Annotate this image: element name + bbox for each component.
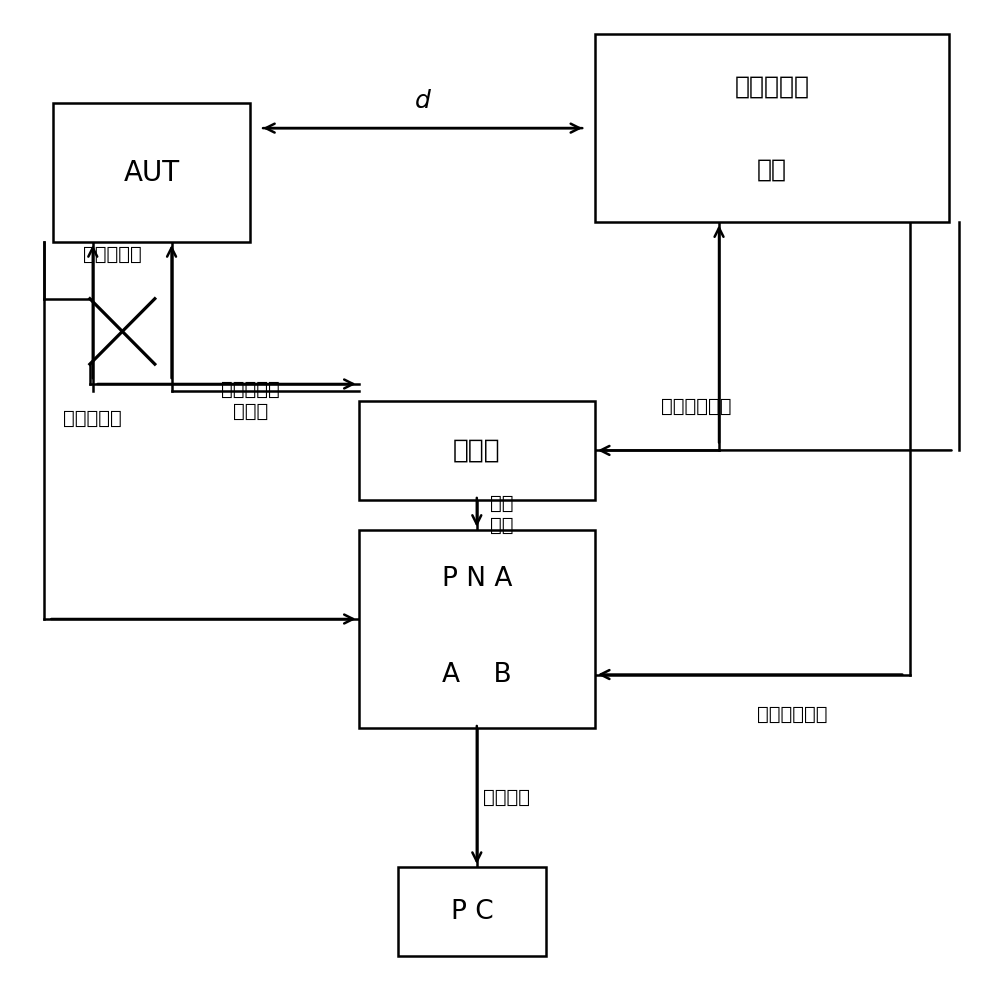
FancyBboxPatch shape (358, 401, 595, 500)
Text: P C: P C (451, 899, 494, 925)
Text: 控制器: 控制器 (453, 437, 500, 463)
Text: 近场扫描架: 近场扫描架 (735, 75, 809, 99)
Text: A    B: A B (442, 662, 511, 688)
Text: 测量数据: 测量数据 (483, 788, 530, 807)
Text: 探头接收信号: 探头接收信号 (757, 705, 827, 724)
Text: 同步
信号: 同步 信号 (490, 494, 513, 535)
Text: AUT: AUT (124, 159, 180, 187)
Text: 单频源信号: 单频源信号 (83, 245, 142, 264)
FancyBboxPatch shape (595, 34, 949, 222)
Text: P N A: P N A (442, 566, 512, 592)
Text: 扫描控制信号: 扫描控制信号 (661, 397, 732, 416)
Text: 相位同步控
制信号: 相位同步控 制信号 (221, 380, 280, 421)
FancyBboxPatch shape (54, 103, 250, 242)
FancyBboxPatch shape (398, 867, 546, 956)
Text: $d$: $d$ (414, 89, 432, 113)
FancyBboxPatch shape (358, 530, 595, 728)
Text: 探头: 探头 (758, 158, 787, 182)
Text: 源耦合信号: 源耦合信号 (64, 409, 122, 428)
